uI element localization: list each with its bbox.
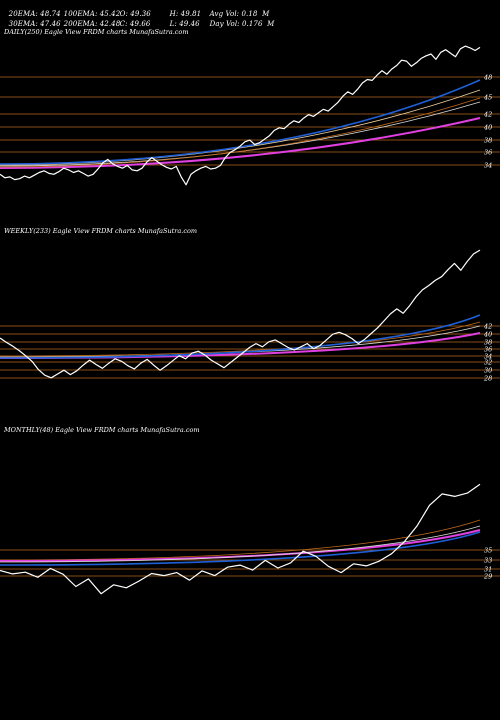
- stat-high: H: 49.81: [169, 10, 202, 18]
- y-tick-label: 35: [484, 547, 492, 555]
- ema-blue-line: [0, 314, 481, 359]
- y-tick-label: 40: [483, 124, 492, 132]
- ema-orange-line: [0, 519, 481, 561]
- ema-gray-line: [0, 325, 481, 358]
- y-tick-label: 28: [483, 375, 492, 383]
- weekly-chart-title: WEEKLY(233) Eagle View FRDM charts Munaf…: [4, 227, 198, 235]
- y-tick-label: 32: [484, 359, 492, 367]
- price-line: [0, 249, 481, 379]
- stat-30ema: 30EMA: 47.46: [8, 20, 61, 28]
- price-line: [0, 483, 481, 595]
- stat-day-vol: Day Vol: 0.176 M: [209, 20, 275, 28]
- y-tick-label: 31: [484, 566, 492, 574]
- y-tick-label: 38: [484, 137, 492, 145]
- stat-close: C: 49.66: [119, 20, 151, 28]
- ema-magenta-line: [0, 117, 481, 169]
- stat-200ema: 200EMA: 42.48: [63, 20, 121, 28]
- stat-low: L: 49.46: [169, 20, 200, 28]
- price-line: [0, 45, 481, 186]
- monthly-chart-title: MONTHLY(48) Eagle View FRDM charts Munaf…: [4, 426, 200, 434]
- y-tick-label: 29: [483, 573, 492, 581]
- stat-20ema: 20EMA: 48.74: [8, 10, 61, 18]
- y-tick-label: 34: [484, 353, 492, 361]
- daily-chart-title: DAILY(250) Eagle View FRDM charts Munafa…: [4, 28, 189, 36]
- stat-open: O: 49.36: [119, 10, 151, 18]
- y-tick-label: 40: [483, 331, 492, 339]
- ema-tan-line: [0, 89, 481, 166]
- y-tick-label: 34: [484, 162, 492, 170]
- stats-row-1: 20EMA: 48.74 100EMA: 45.42O: 49.36 H: 49.8…: [4, 2, 270, 18]
- stat-avg-vol: Avg Vol: 0.18 M: [209, 10, 270, 18]
- y-tick-label: 45: [483, 94, 492, 102]
- y-tick-label: 33: [484, 557, 492, 565]
- y-tick-label: 42: [483, 111, 492, 119]
- stats-row-2: 30EMA: 47.46 200EMA: 42.48C: 49.66 L: 49.4…: [4, 12, 275, 28]
- y-tick-label: 30: [484, 367, 492, 375]
- y-tick-label: 42: [483, 323, 492, 331]
- y-tick-label: 36: [484, 149, 492, 157]
- y-tick-label: 48: [483, 74, 492, 82]
- ema-blue-line: [0, 79, 481, 165]
- ema-blue-line: [0, 531, 481, 566]
- y-tick-label: 36: [484, 346, 492, 354]
- stat-100ema: 100EMA: 45.42: [63, 10, 121, 18]
- ema-gray-line: [0, 525, 481, 563]
- ema-orange-line: [0, 97, 481, 168]
- y-tick-label: 38: [484, 339, 492, 347]
